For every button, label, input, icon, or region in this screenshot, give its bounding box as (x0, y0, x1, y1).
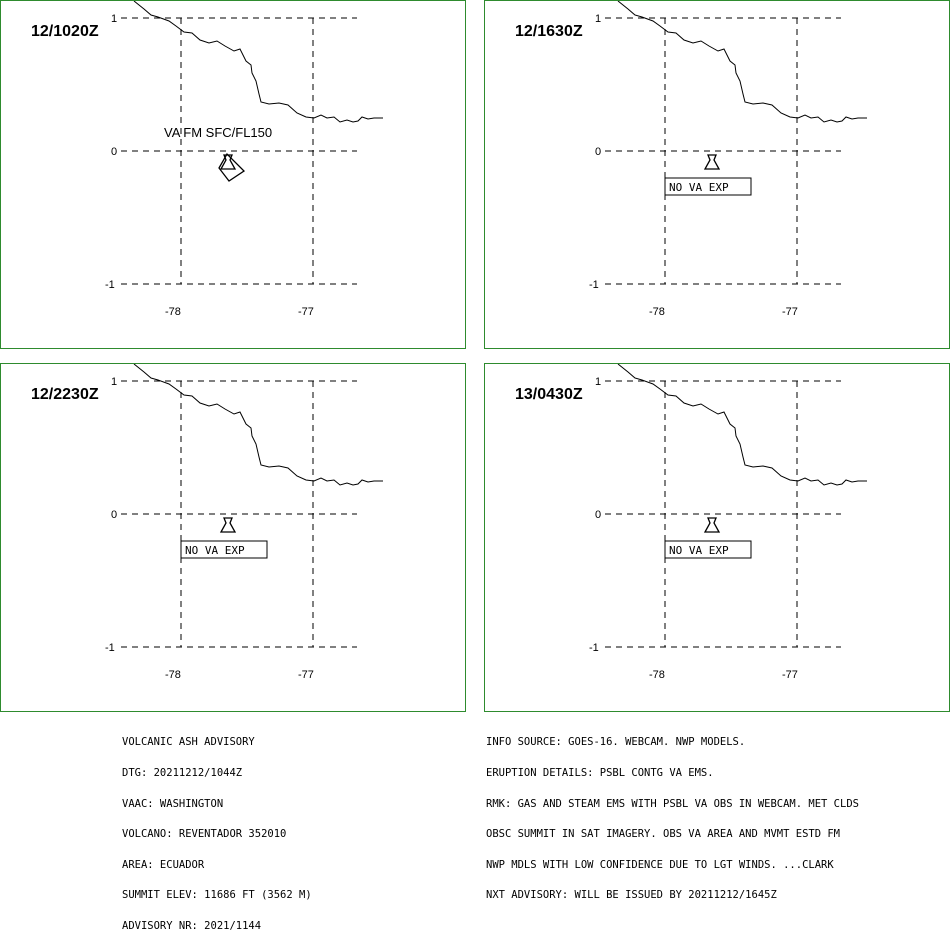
coastline (133, 1, 383, 123)
advisory-info-source: INFO SOURCE: GOES-16. WEBCAM. NWP MODELS… (486, 736, 746, 749)
advisory-remark-2: OBSC SUMMIT IN SAT IMAGERY. OBS VA AREA … (486, 828, 841, 841)
longitude-label: -78 (649, 306, 665, 318)
latitude-label: 0 (111, 509, 117, 521)
advisory-volcano: VOLCANO: REVENTADOR 352010 (122, 828, 287, 841)
longitude-label: -78 (649, 669, 665, 681)
volcano-icon (703, 154, 721, 170)
map-canvas: 1 0 -1 -78 -77 12/1020Z VA FM SFC/FL150 (31, 1, 383, 318)
status-box (180, 540, 268, 559)
latitude-label: 0 (595, 146, 601, 158)
longitude-label: -77 (782, 306, 798, 318)
status-label: NO VA EXP (669, 181, 729, 194)
volcano-icon (219, 154, 237, 170)
forecast-panel-1: 1 0 -1 -78 -77 12/1020Z VA FM SFC/FL150 (0, 0, 466, 349)
advisory-vaac: VAAC: WASHINGTON (122, 797, 224, 810)
status-box (664, 540, 752, 559)
map-canvas: 1 0 -1 -78 -77 13/0430Z NO VA EXP (515, 364, 867, 681)
latitude-label: 0 (595, 509, 601, 521)
advisory-remark-1: RMK: GAS AND STEAM EMS WITH PSBL VA OBS … (486, 797, 859, 810)
longitude-label: -77 (298, 306, 314, 318)
advisory-area: AREA: ECUADOR (122, 858, 205, 871)
coastline (133, 364, 383, 486)
forecast-time-label: 13/0430Z (515, 386, 583, 403)
forecast-panel-4: 1 0 -1 -78 -77 13/0430Z NO VA EXP (484, 363, 950, 712)
latitude-label: -1 (589, 642, 599, 654)
status-label: NO VA EXP (185, 544, 245, 557)
longitude-label: -77 (782, 669, 798, 681)
coastline (617, 364, 867, 486)
forecast-time-label: 12/1020Z (31, 23, 99, 40)
longitude-label: -78 (165, 669, 181, 681)
latitude-label: -1 (589, 279, 599, 291)
advisory-title: VOLCANIC ASH ADVISORY (122, 736, 255, 749)
advisory-dtg: DTG: 20211212/1044Z (122, 767, 243, 780)
volcano-icon (219, 517, 237, 533)
latitude-label: 1 (595, 13, 601, 25)
ash-height-annotation: VA FM SFC/FL150 (164, 125, 272, 140)
latitude-label: -1 (105, 279, 115, 291)
latitude-label: -1 (105, 642, 115, 654)
volcano-icon (703, 517, 721, 533)
advisory-summit-elev: SUMMIT ELEV: 11686 FT (3562 M) (122, 889, 312, 902)
latitude-label: 1 (111, 376, 117, 388)
latitude-label: 1 (595, 376, 601, 388)
longitude-label: -77 (298, 669, 314, 681)
advisory-remark-3: NWP MDLS WITH LOW CONFIDENCE DUE TO LGT … (486, 858, 834, 871)
latitude-label: 0 (111, 146, 117, 158)
latitude-label: 1 (111, 13, 117, 25)
forecast-panel-3: 1 0 -1 -78 -77 12/2230Z NO VA EXP (0, 363, 466, 712)
advisory-next: NXT ADVISORY: WILL BE ISSUED BY 20211212… (486, 889, 777, 902)
advisory-header-block: VOLCANIC ASH ADVISORY DTG: 20211212/1044… (122, 717, 312, 941)
map-canvas: 1 0 -1 -78 -77 12/1630Z NO VA EXP (515, 1, 867, 318)
advisory-eruption-details: ERUPTION DETAILS: PSBL CONTG VA EMS. (486, 767, 714, 780)
forecast-time-label: 12/2230Z (31, 386, 99, 403)
ash-cloud-polygon (218, 152, 246, 182)
longitude-label: -78 (165, 306, 181, 318)
map-canvas: 1 0 -1 -78 -77 12/2230Z NO VA EXP (31, 364, 383, 681)
advisory-number: ADVISORY NR: 2021/1144 (122, 920, 262, 933)
forecast-time-label: 12/1630Z (515, 23, 583, 40)
status-box (664, 177, 752, 196)
forecast-panel-2: 1 0 -1 -78 -77 12/1630Z NO VA EXP (484, 0, 950, 349)
advisory-details-block: INFO SOURCE: GOES-16. WEBCAM. NWP MODELS… (486, 717, 859, 911)
status-label: NO VA EXP (669, 544, 729, 557)
coastline (617, 1, 867, 123)
